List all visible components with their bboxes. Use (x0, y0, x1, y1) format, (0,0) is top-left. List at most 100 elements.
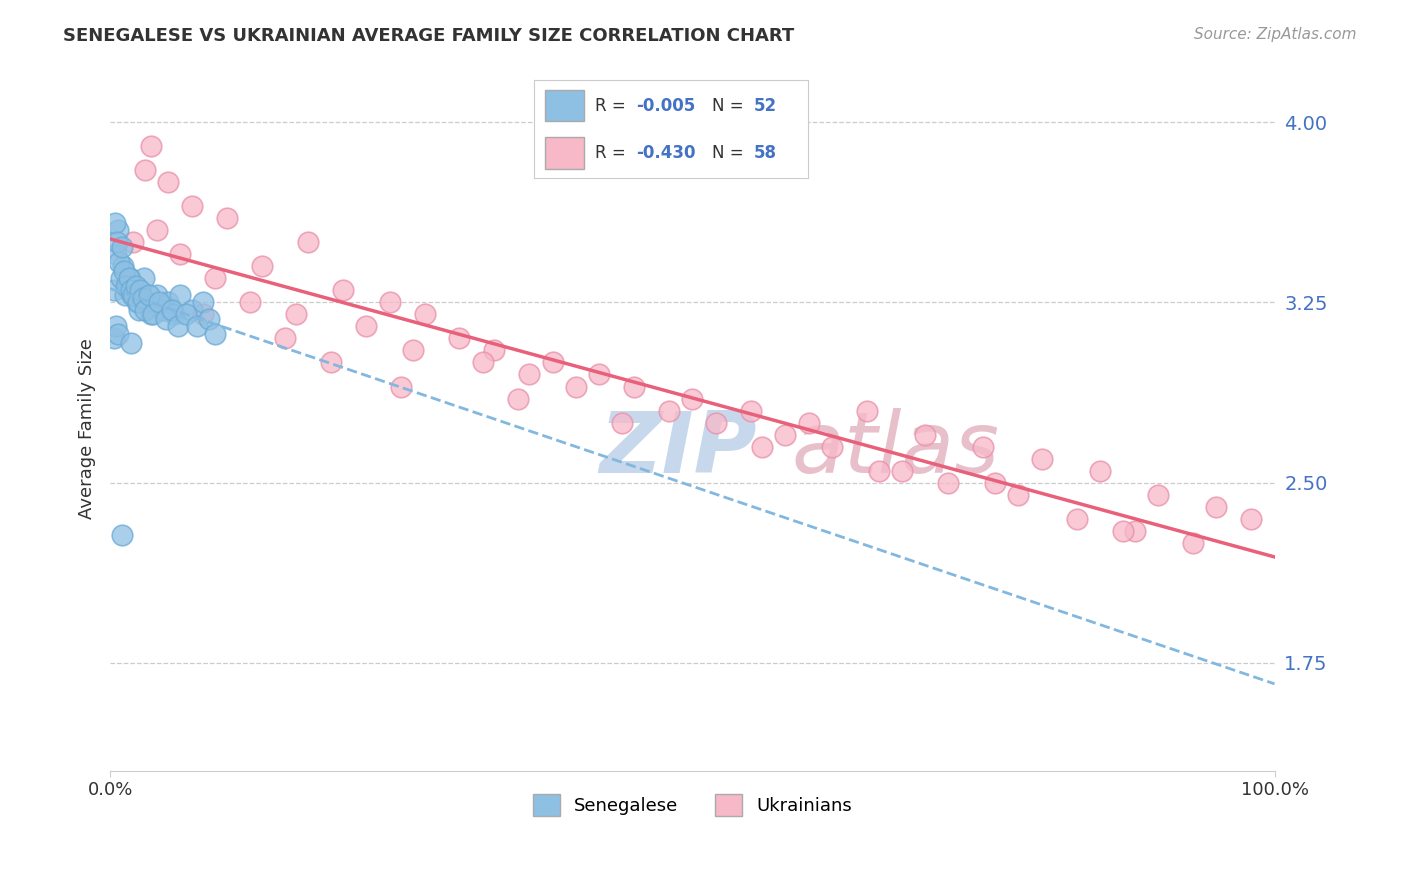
Point (1088, 464, 1111, 478)
Point (160, 302, 183, 317)
Point (821, 440, 844, 454)
Text: -0.005: -0.005 (636, 97, 695, 115)
Point (107, 223, 129, 237)
Point (122, 235, 145, 250)
FancyBboxPatch shape (546, 137, 583, 169)
Point (110, 271, 132, 285)
Point (103, 331, 125, 345)
Point (163, 308, 186, 322)
Point (129, 284, 152, 298)
Point (169, 288, 191, 302)
Point (797, 416, 820, 430)
Point (984, 475, 1007, 490)
Point (152, 302, 174, 317)
Point (612, 416, 634, 430)
Point (274, 331, 297, 345)
Y-axis label: Average Family Size: Average Family Size (79, 338, 96, 519)
Point (285, 308, 308, 322)
Text: atlas: atlas (792, 408, 1000, 491)
Point (588, 368, 610, 382)
Point (1031, 451, 1053, 466)
Point (751, 440, 773, 454)
Point (972, 440, 994, 454)
Point (681, 392, 703, 406)
Point (332, 284, 354, 298)
Point (239, 295, 262, 310)
FancyBboxPatch shape (546, 90, 583, 121)
Point (740, 403, 762, 417)
Point (142, 308, 165, 322)
Point (138, 288, 160, 302)
Text: 52: 52 (754, 97, 776, 115)
Point (193, 295, 215, 310)
Point (389, 379, 412, 393)
Point (135, 295, 157, 310)
Legend: Senegalese, Ukrainians: Senegalese, Ukrainians (526, 787, 859, 823)
Point (117, 284, 139, 298)
Point (104, 247, 127, 261)
Point (131, 291, 153, 305)
Point (111, 260, 134, 274)
Text: ZIP: ZIP (599, 408, 756, 491)
Point (215, 211, 238, 226)
Point (139, 139, 162, 153)
Point (122, 288, 145, 302)
Point (402, 343, 425, 358)
Point (517, 368, 540, 382)
Point (118, 271, 141, 285)
Point (1147, 487, 1170, 501)
Point (471, 355, 494, 369)
Text: N =: N = (713, 97, 749, 115)
Point (105, 235, 128, 250)
Point (125, 295, 148, 310)
Point (134, 163, 156, 178)
Point (121, 288, 143, 302)
Point (565, 379, 588, 393)
Point (1205, 500, 1227, 514)
Point (321, 355, 343, 369)
Point (186, 319, 208, 334)
Text: N =: N = (713, 144, 749, 161)
Point (198, 312, 221, 326)
Point (108, 254, 131, 268)
Point (914, 427, 936, 442)
Point (104, 319, 127, 334)
Point (704, 416, 727, 430)
Point (145, 288, 167, 302)
Point (120, 284, 142, 298)
Point (1112, 524, 1135, 538)
Point (125, 278, 148, 293)
Point (297, 235, 319, 250)
Point (356, 319, 378, 334)
Point (103, 284, 125, 298)
Point (139, 308, 162, 322)
Point (623, 379, 645, 393)
Point (132, 291, 155, 305)
Point (120, 336, 142, 351)
Point (155, 312, 177, 326)
Point (1240, 511, 1263, 525)
Text: 58: 58 (754, 144, 776, 161)
Point (169, 247, 191, 261)
Point (132, 271, 155, 285)
Point (449, 331, 471, 345)
Point (204, 326, 226, 341)
Point (193, 308, 215, 322)
Point (157, 295, 180, 310)
Point (166, 319, 188, 334)
Point (115, 278, 138, 293)
Point (134, 302, 156, 317)
Point (658, 403, 681, 417)
Point (148, 295, 170, 310)
Point (1182, 535, 1205, 549)
Point (204, 271, 226, 285)
Point (506, 392, 529, 406)
Point (145, 223, 167, 237)
Point (111, 528, 134, 542)
Point (114, 288, 136, 302)
Point (775, 427, 797, 442)
Point (107, 326, 129, 341)
Point (938, 475, 960, 490)
Point (250, 260, 273, 274)
Text: R =: R = (595, 144, 631, 161)
